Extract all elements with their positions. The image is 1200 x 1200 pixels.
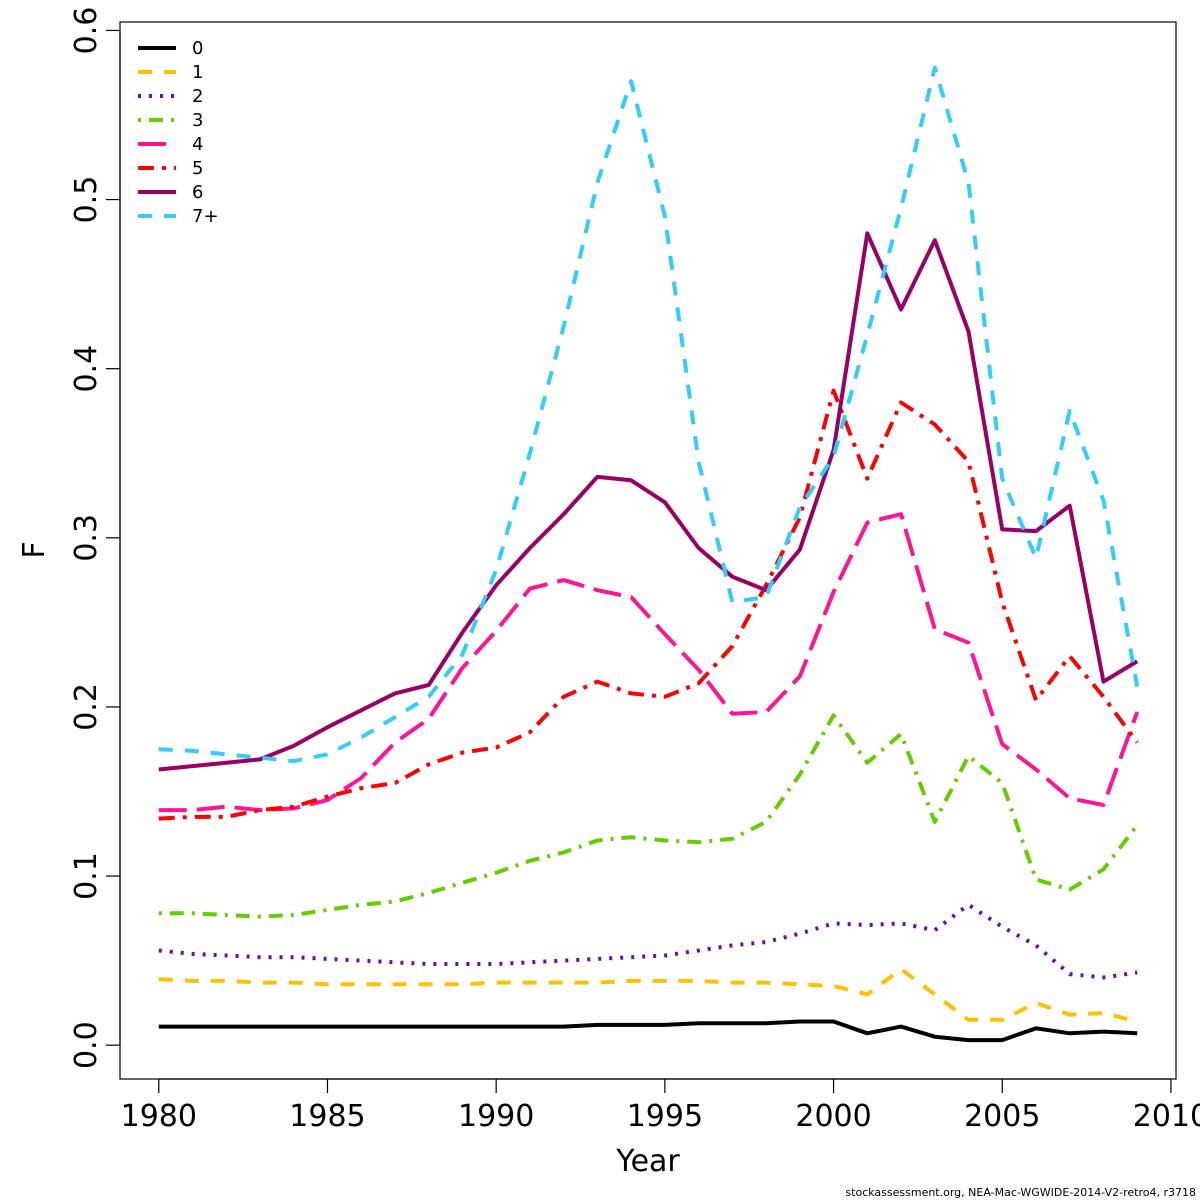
legend-label-6: 6 [192,182,203,203]
series-line-6 [158,231,1139,772]
legend-label-2: 2 [192,86,203,107]
source-credit: stockassessment.org, NEA-Mac-WGWIDE-2014… [845,1186,1196,1199]
y-tick-label: 0.2 [69,683,104,731]
x-axis: 1980 1985 1990 1995 2000 2005 2010 [121,1078,1200,1134]
series-line-0 [158,1019,1138,1043]
y-tick-label: 0.0 [69,1021,104,1069]
x-tick-label: 2010 [1133,1099,1200,1134]
x-tick-label: 2000 [795,1099,871,1134]
legend-label-7: 7+ [192,206,219,227]
series-line-5 [158,388,1139,821]
legend-label-5: 5 [192,158,203,179]
y-tick-label: 0.5 [69,176,104,224]
legend-label-3: 3 [192,110,203,131]
y-tick-label: 0.3 [69,514,104,562]
x-tick-label: 1990 [458,1099,534,1134]
legend: 0 1 2 3 4 5 6 7+ [138,38,219,227]
y-tick-label: 0.4 [69,345,104,393]
x-axis-title: Year [615,1144,680,1179]
legend-label-1: 1 [192,62,203,83]
series-line-7 [158,65,1140,764]
legend-label-0: 0 [192,38,203,59]
x-tick-label: 2005 [964,1099,1040,1134]
y-axis: 0.0 0.1 0.2 0.3 0.4 0.5 0.6 [69,7,121,1069]
series-line-1 [158,967,1138,1024]
series-line-4 [158,512,1140,813]
x-tick-label: 1985 [289,1099,365,1134]
x-tick-label: 1995 [627,1099,703,1134]
series-line-3 [158,713,1139,919]
series-lines [158,65,1140,1043]
y-tick-label: 0.1 [69,852,104,900]
legend-label-4: 4 [192,134,203,155]
x-tick-label: 1980 [121,1099,197,1134]
y-tick-label: 0.6 [69,7,104,55]
y-axis-title: F [17,541,52,558]
